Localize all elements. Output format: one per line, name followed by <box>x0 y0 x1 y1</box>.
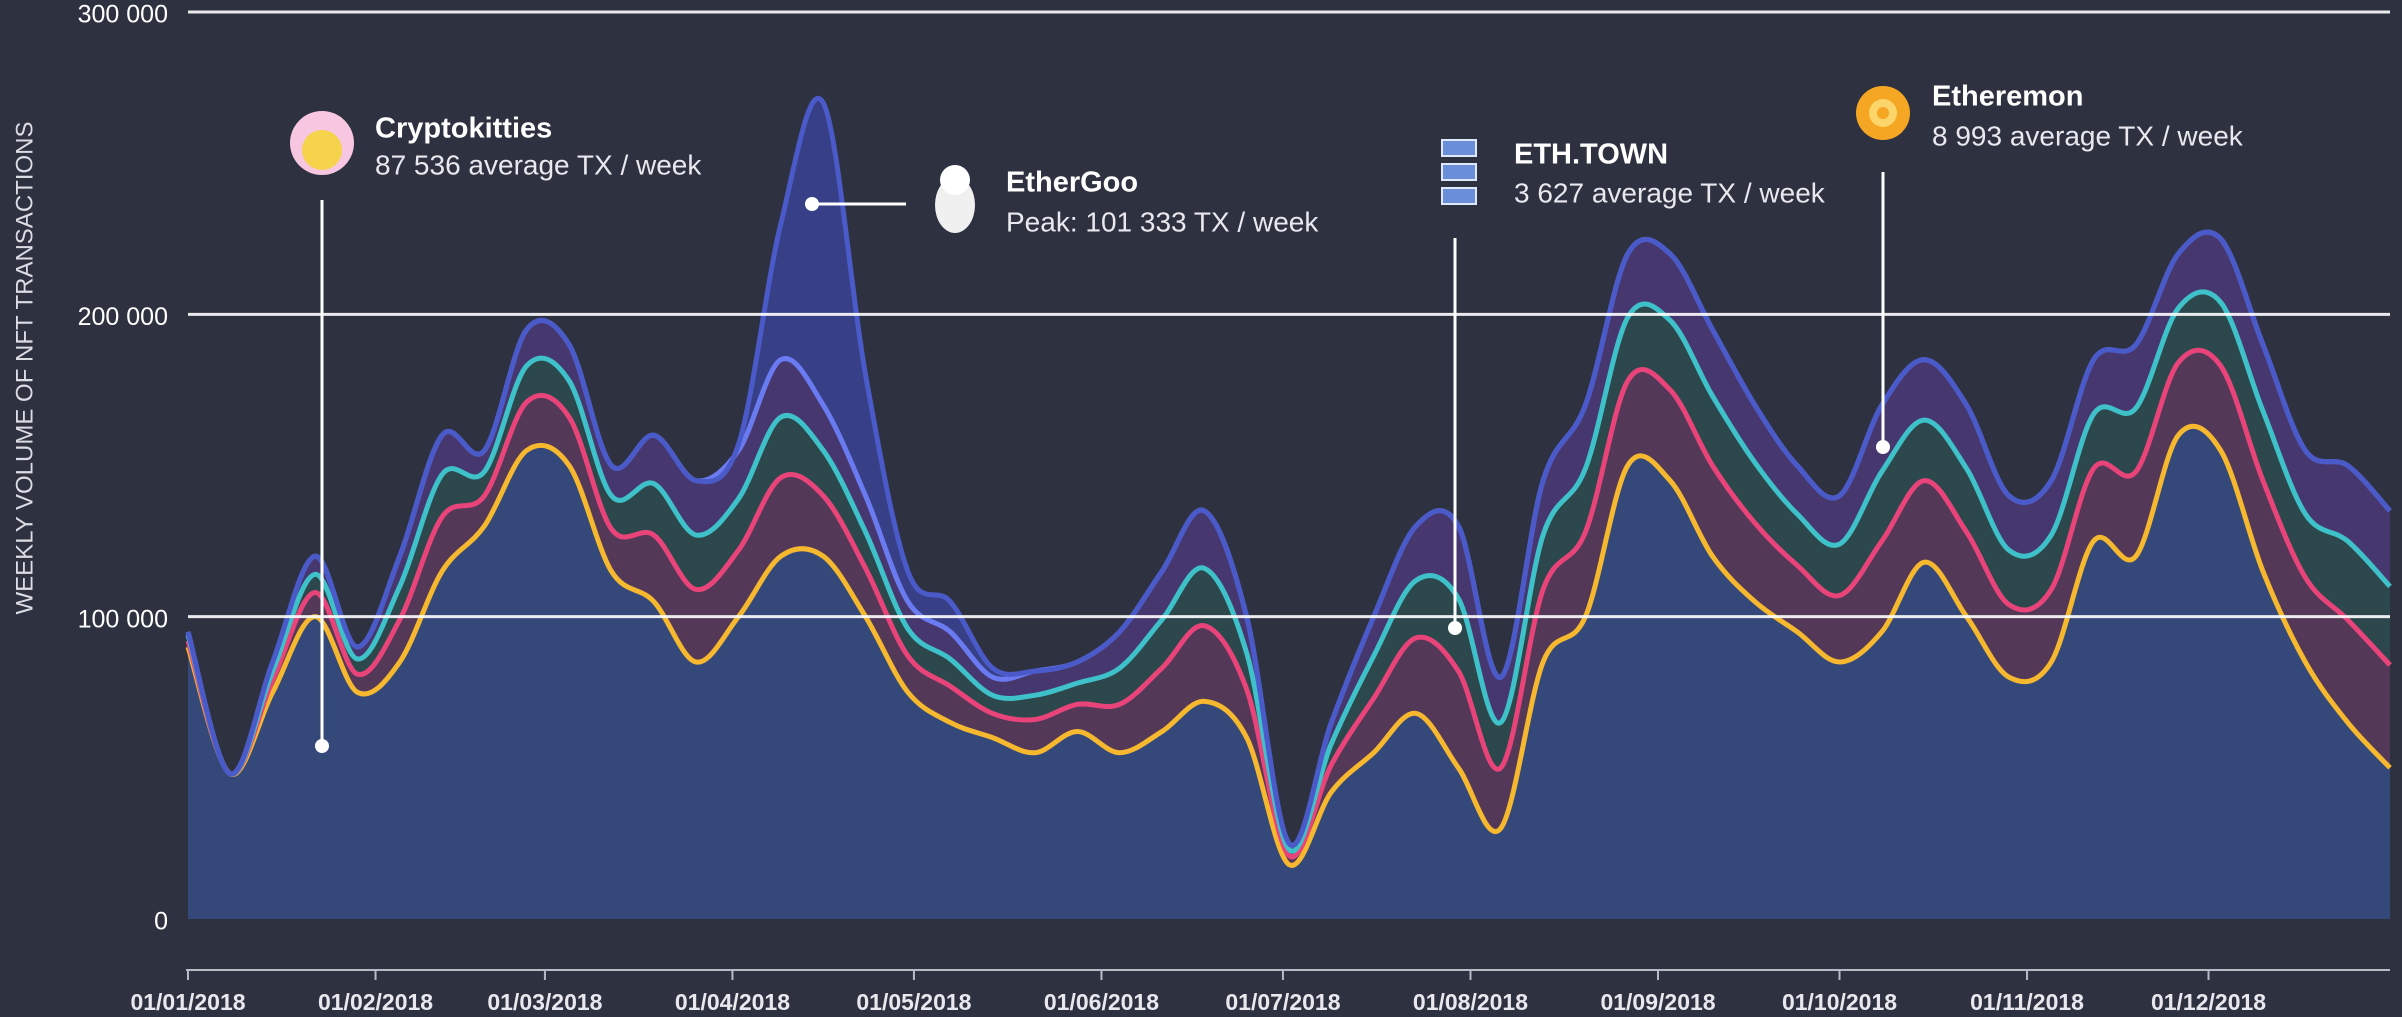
x-tick-label: 01/09/2018 <box>1600 989 1715 1015</box>
callout-dot <box>1448 621 1462 635</box>
area <box>188 426 2390 919</box>
x-tick-label: 01/01/2018 <box>130 989 245 1015</box>
annotation-graphics <box>320 172 1885 746</box>
area-edge <box>185 423 2392 868</box>
y-tick-label: 200 000 <box>78 303 168 331</box>
x-tick-label: 01/11/2018 <box>1970 989 2084 1015</box>
annotation-title: ETH.TOWN <box>1514 139 1668 171</box>
annotation-title: Etheremon <box>1932 81 2083 113</box>
annotation-text: 8 993 average TX / week <box>1932 120 2244 151</box>
annotation-text: 87 536 average TX / week <box>375 149 702 180</box>
y-axis-label: WEEKLY VOLUME OF NFT TRANSACTIONS <box>11 122 38 615</box>
callout-dots <box>315 197 1890 753</box>
area-edge <box>185 95 2392 848</box>
plot: 0 100 000 200 000 300 000 01/01/2018 01/02/20… <box>78 1 2392 1015</box>
annotation-title: EtherGoo <box>1006 167 1138 199</box>
area-edge <box>185 347 2392 860</box>
icon <box>290 111 354 175</box>
area <box>188 232 2390 852</box>
annotation-text: 3 627 average TX / week <box>1514 177 1826 208</box>
icon <box>935 165 975 233</box>
area-edge <box>185 289 2392 854</box>
x-tick-label: 01/08/2018 <box>1413 989 1528 1015</box>
x-tick-label: 01/02/2018 <box>318 989 433 1015</box>
annotation-title: Cryptokitties <box>375 113 552 145</box>
x-tick-label: 01/07/2018 <box>1225 989 1340 1015</box>
callout-dot <box>805 197 819 211</box>
y-tick-label: 0 <box>154 908 168 936</box>
callout-dot <box>1876 440 1890 454</box>
icon <box>1856 86 1910 140</box>
callout-dot <box>315 739 329 753</box>
area <box>188 291 2390 857</box>
x-tick-label: 01/10/2018 <box>1782 989 1897 1015</box>
x-tick-label: 01/12/2018 <box>2151 989 2266 1015</box>
y-tick-label: 300 000 <box>78 1 168 29</box>
x-tick-label: 01/05/2018 <box>856 989 971 1015</box>
area <box>188 350 2390 866</box>
x-tick-label: 01/03/2018 <box>487 989 602 1015</box>
x-tick-label: 01/04/2018 <box>675 989 790 1015</box>
x-tick-label: 01/06/2018 <box>1044 989 1159 1015</box>
y-tick-label: 100 000 <box>78 605 168 633</box>
annotation-text: Peak: 101 333 TX / week <box>1006 206 1319 237</box>
icon <box>1441 139 1477 205</box>
